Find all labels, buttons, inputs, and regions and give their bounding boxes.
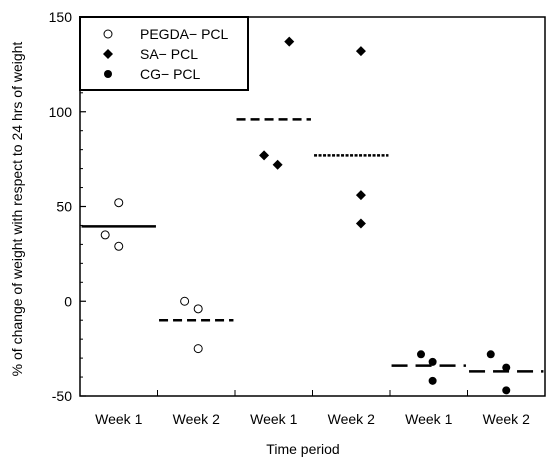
legend-marker bbox=[103, 29, 113, 39]
x-axis-title: Time period bbox=[266, 441, 339, 457]
data-point bbox=[272, 159, 283, 170]
data-point bbox=[100, 230, 110, 240]
x-tick-label: Week 2 bbox=[328, 411, 375, 427]
legend-label: SA− PCL bbox=[140, 46, 198, 62]
data-point bbox=[355, 190, 366, 201]
data-point bbox=[259, 150, 270, 161]
data-point bbox=[502, 363, 511, 372]
data-point bbox=[114, 241, 124, 251]
data-point bbox=[355, 218, 366, 229]
y-axis-title: % of change of weight with respect to 24… bbox=[9, 42, 25, 377]
data-point bbox=[417, 350, 425, 359]
legend-marker bbox=[103, 49, 113, 59]
y-tick-label: 150 bbox=[49, 9, 73, 25]
y-tick-label: -50 bbox=[52, 388, 72, 404]
data-point bbox=[502, 386, 511, 395]
data-point bbox=[114, 198, 124, 208]
x-axis: Week 1 Week 2 Week 1 Week 2 Week 1 Week 2 bbox=[95, 390, 530, 427]
data-point bbox=[355, 46, 366, 57]
y-tick-label: 50 bbox=[56, 199, 72, 215]
y-tick-label: 100 bbox=[49, 104, 73, 120]
data-point bbox=[284, 36, 295, 47]
data-point bbox=[428, 376, 437, 385]
data-points bbox=[100, 36, 511, 395]
data-point bbox=[428, 357, 437, 366]
data-point bbox=[180, 296, 190, 306]
legend-label: PEGDA− PCL bbox=[140, 26, 229, 42]
y-tick-label: 0 bbox=[64, 293, 72, 309]
legend-label: CG− PCL bbox=[140, 66, 201, 82]
legend: PEGDA− PCL SA− PCL CG− PCL bbox=[79, 16, 249, 91]
y-axis: 150 100 50 0 -50 bbox=[49, 9, 86, 404]
data-point bbox=[193, 304, 203, 314]
x-tick-label: Week 2 bbox=[173, 411, 220, 427]
mean-lines bbox=[81, 118, 544, 373]
x-tick-label: Week 2 bbox=[483, 411, 530, 427]
legend-marker bbox=[104, 70, 112, 78]
data-point bbox=[193, 344, 203, 354]
x-tick-label: Week 1 bbox=[95, 411, 142, 427]
x-tick-label: Week 1 bbox=[405, 411, 452, 427]
x-tick-label: Week 1 bbox=[250, 411, 297, 427]
data-point bbox=[486, 350, 495, 359]
